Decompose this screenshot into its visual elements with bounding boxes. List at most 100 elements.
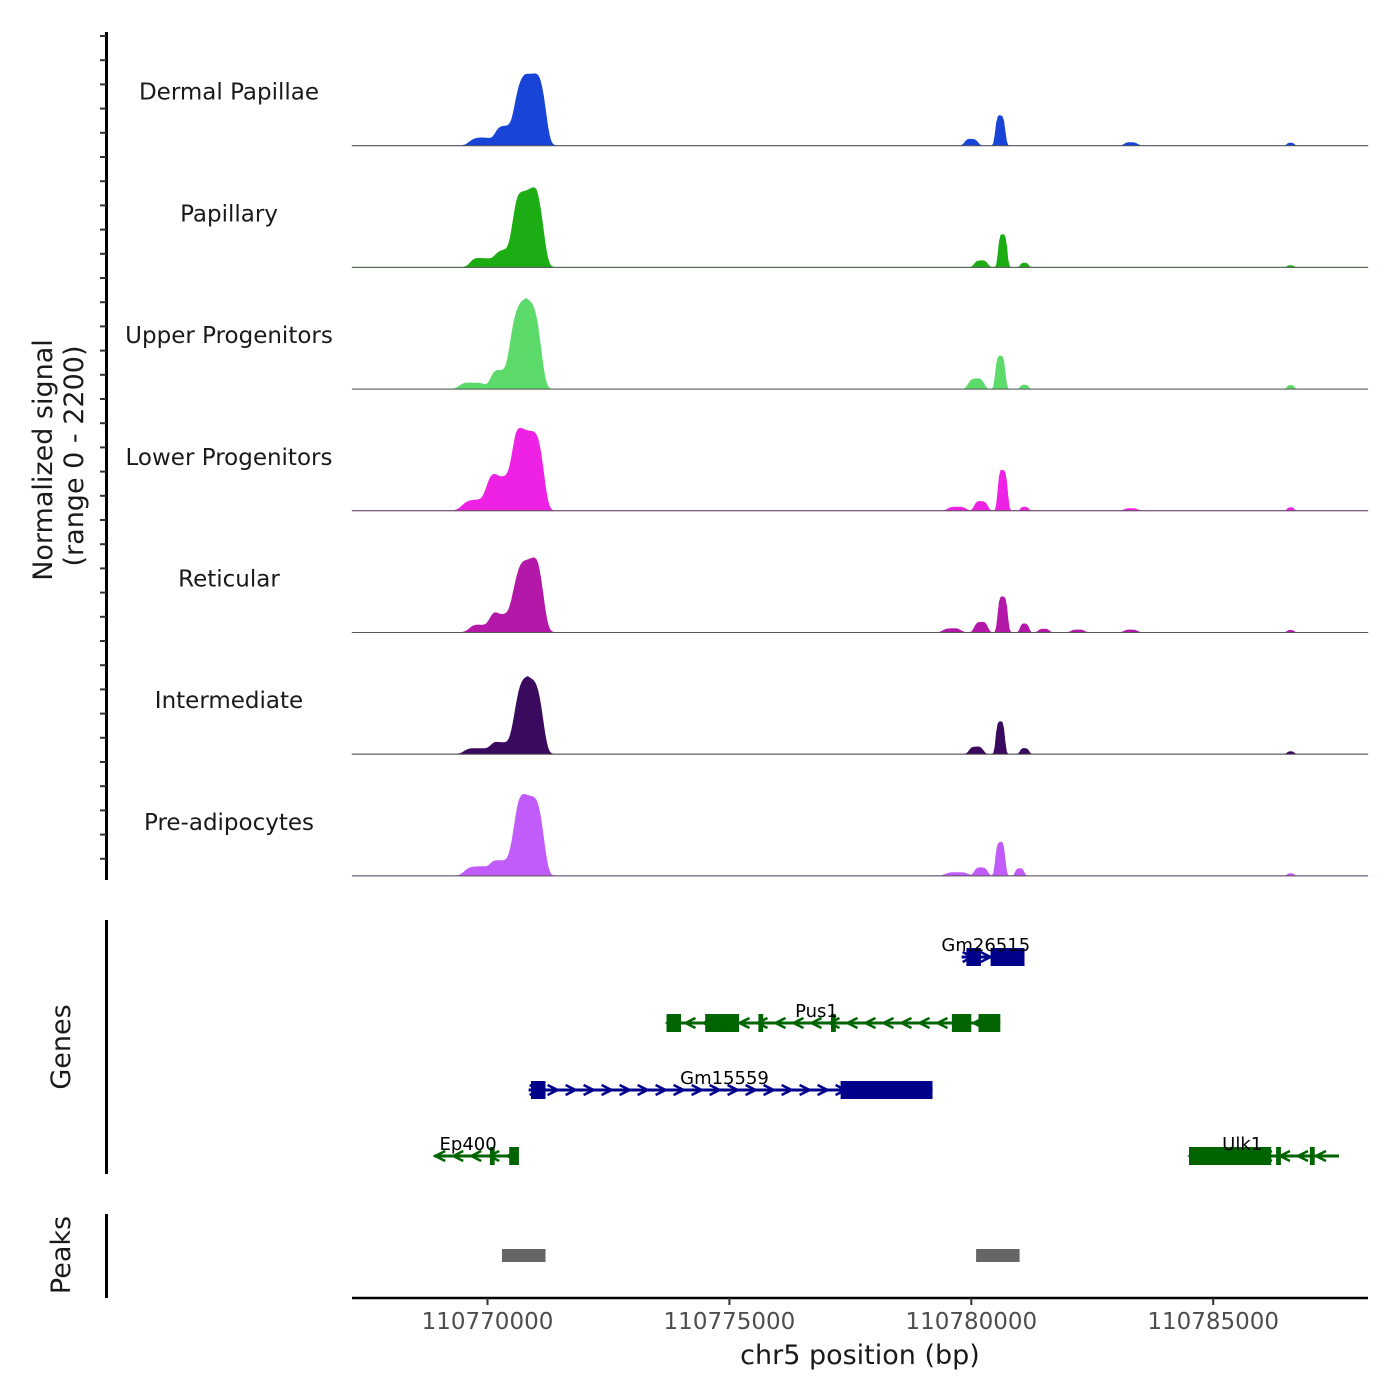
- peak-region-bar: [502, 1249, 546, 1262]
- track-upper-progenitors: Upper Progenitors: [125, 298, 1369, 390]
- strand-arrow: [637, 1083, 651, 1097]
- strand-arrow: [565, 1083, 579, 1097]
- track-label: Reticular: [178, 567, 280, 593]
- gene-exon: [666, 1014, 681, 1032]
- gene-gm15559: Gm15559: [528, 1068, 933, 1099]
- peak-regions: [502, 1249, 1020, 1262]
- strand-arrow: [772, 1016, 787, 1030]
- coverage-area: [351, 557, 1369, 633]
- strand-arrow: [862, 1016, 877, 1030]
- gene-exon: [1189, 1147, 1272, 1165]
- x-tick-label: 110775000: [664, 1309, 796, 1335]
- gene-exon: [990, 948, 1025, 966]
- coverage-area: [351, 187, 1369, 268]
- track-papillary: Papillary: [180, 187, 1369, 268]
- strand-arrow: [736, 1016, 751, 1030]
- gene-exon: [705, 1014, 740, 1032]
- gene-exon: [489, 1147, 495, 1165]
- gene-models: Gm26515 Pus1 Gm15559 Ep400 Ulk1: [432, 935, 1339, 1165]
- strand-arrow: [673, 1083, 687, 1097]
- gene-label: Gm26515: [941, 935, 1030, 956]
- x-tick-label: 110770000: [422, 1309, 554, 1335]
- coverage-area: [351, 427, 1369, 512]
- coverage-area: [351, 794, 1369, 877]
- coverage-area: [351, 73, 1369, 146]
- gene-exon: [758, 1014, 764, 1032]
- track-pre-adipocytes: Pre-adipocytes: [144, 794, 1369, 877]
- track-label: Intermediate: [155, 688, 303, 714]
- strand-arrow: [880, 1016, 895, 1030]
- strand-arrow: [691, 1083, 705, 1097]
- coverage-area: [351, 298, 1369, 390]
- strand-arrow: [745, 1083, 759, 1097]
- gene-ulk1: Ulk1: [1187, 1134, 1339, 1165]
- strand-arrow: [547, 1083, 561, 1097]
- strand-arrow: [1295, 1149, 1309, 1163]
- peak-region-bar: [976, 1249, 1020, 1262]
- strand-arrow: [826, 1016, 841, 1030]
- y-axis-range: (range 0 - 2200): [59, 346, 90, 567]
- gene-exon: [966, 948, 981, 966]
- track-lower-progenitors: Lower Progenitors: [126, 427, 1369, 512]
- strand-arrow: [583, 1083, 597, 1097]
- coverage-area: [351, 676, 1369, 755]
- gene-exon: [509, 1147, 519, 1165]
- strand-arrow: [468, 1149, 482, 1163]
- strand-arrow: [709, 1083, 723, 1097]
- gene-exon: [978, 1014, 1001, 1032]
- gene-exon: [831, 1014, 836, 1032]
- track-label: Pre-adipocytes: [144, 810, 314, 836]
- track-dermal-papillae: Dermal Papillae: [139, 73, 1369, 147]
- strand-arrow: [898, 1016, 913, 1030]
- track-label: Upper Progenitors: [125, 323, 333, 349]
- strand-arrow: [934, 1016, 949, 1030]
- gene-label: Pus1: [795, 1001, 838, 1022]
- x-axis: 110770000 110775000 110780000 110785000: [352, 1296, 1368, 1335]
- strand-arrow: [682, 1016, 697, 1030]
- signal-y-axis: [100, 32, 108, 880]
- coverage-tracks: Dermal Papillae Papillary Upper Progenitor…: [125, 73, 1369, 877]
- strand-arrow: [754, 1016, 769, 1030]
- gene-label: Ulk1: [1222, 1134, 1262, 1155]
- track-label: Lower Progenitors: [126, 445, 333, 471]
- strand-arrow: [1313, 1149, 1327, 1163]
- track-intermediate: Intermediate: [155, 676, 1369, 755]
- strand-arrow: [486, 1149, 500, 1163]
- track-reticular: Reticular: [178, 557, 1369, 633]
- track-label: Dermal Papillae: [139, 80, 319, 106]
- gene-label: Ep400: [440, 1134, 497, 1155]
- strand-arrow: [790, 1016, 805, 1030]
- strand-arrow: [844, 1016, 859, 1030]
- gene-label: Gm15559: [680, 1068, 769, 1089]
- gene-exon: [1309, 1147, 1315, 1165]
- strand-arrow: [432, 1149, 446, 1163]
- strand-arrow: [817, 1083, 831, 1097]
- x-tick-label: 110780000: [905, 1309, 1037, 1335]
- track-label: Papillary: [180, 201, 278, 227]
- genes-panel-label: Genes: [46, 1004, 77, 1089]
- gene-pus1: Pus1: [664, 1001, 1001, 1032]
- gene-ep400: Ep400: [432, 1134, 519, 1165]
- strand-arrow: [916, 1016, 931, 1030]
- x-tick-label: 110785000: [1147, 1309, 1279, 1335]
- strand-arrow: [655, 1083, 669, 1097]
- strand-arrow: [799, 1083, 813, 1097]
- signal-y-ticks: [100, 35, 106, 860]
- strand-arrow: [781, 1083, 795, 1097]
- strand-arrow: [808, 1016, 823, 1030]
- strand-arrow: [450, 1149, 464, 1163]
- y-axis-title: Normalized signal: [28, 339, 59, 581]
- strand-arrow: [601, 1083, 615, 1097]
- gene-exon: [1276, 1147, 1281, 1165]
- gene-exon: [951, 1014, 972, 1032]
- strand-arrow: [727, 1083, 741, 1097]
- strand-arrow: [619, 1083, 633, 1097]
- gene-exon: [531, 1081, 546, 1099]
- gene-gm26515: Gm26515: [941, 935, 1030, 966]
- strand-arrow: [763, 1083, 777, 1097]
- x-ticks: 110770000 110775000 110780000 110785000: [422, 1298, 1279, 1335]
- peaks-panel-label: Peaks: [46, 1216, 77, 1294]
- gene-exon: [840, 1081, 933, 1099]
- x-axis-title: chr5 position (bp): [740, 1340, 980, 1371]
